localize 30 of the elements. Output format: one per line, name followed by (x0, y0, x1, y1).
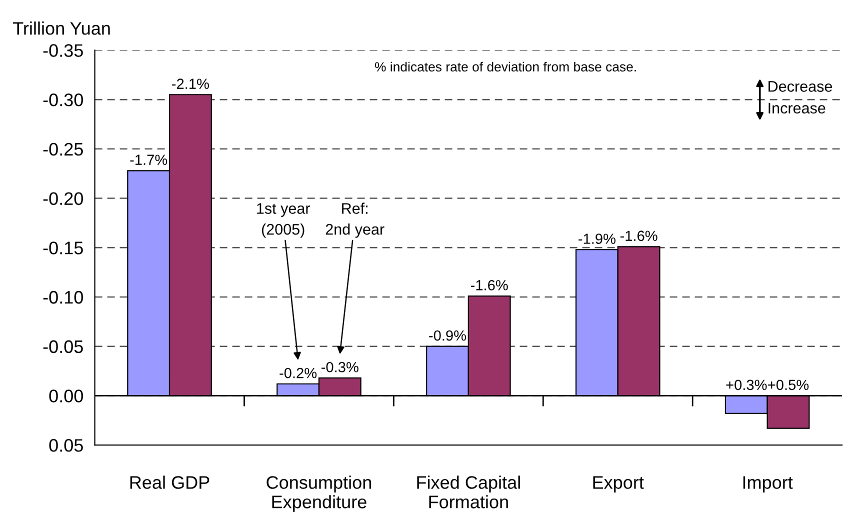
y-tick-label: -0.10 (43, 290, 83, 304)
y-tick-label: -0.20 (43, 192, 83, 205)
annotation: 1st year (2005) (257, 203, 310, 238)
y-tick-label: 0.00 (49, 390, 83, 402)
annotation: -2.1% (172, 78, 209, 89)
annotation: -1.7% (130, 154, 168, 165)
annotation: -1.6% (470, 280, 508, 290)
annotation: -1.6% (620, 230, 658, 241)
annotation: % indicates rate of deviation from base case. (374, 62, 636, 72)
annotation: Decrease (768, 81, 832, 92)
annotation: Increase (768, 102, 826, 114)
y-axis-title: Trillion Yuan (13, 22, 110, 35)
x-tick-label: Export (593, 476, 644, 492)
x-tick-label: Fixed Capital Formation (417, 476, 520, 508)
y-tick-label: -0.05 (43, 340, 83, 354)
annotation: -1.9% (578, 234, 616, 244)
x-tick-label: Import (743, 476, 793, 492)
y-tick-label: -0.35 (43, 44, 83, 57)
y-tick-label: -0.25 (43, 142, 83, 156)
x-tick-label: Consumption Expenditure (266, 476, 371, 512)
annotation: -0.9% (429, 330, 466, 341)
y-tick-label: 0.05 (49, 439, 83, 452)
x-tick-label: Real GDP (130, 476, 210, 489)
annotation: -0.2% (280, 368, 317, 378)
annotation: Ref: 2nd year (326, 202, 384, 238)
y-tick-label: -0.15 (43, 242, 83, 254)
y-tick-label: -0.30 (43, 94, 83, 106)
annotation: +0.5% (768, 380, 809, 390)
annotation: +0.3% (726, 380, 767, 390)
annotation: -0.3% (321, 362, 358, 372)
